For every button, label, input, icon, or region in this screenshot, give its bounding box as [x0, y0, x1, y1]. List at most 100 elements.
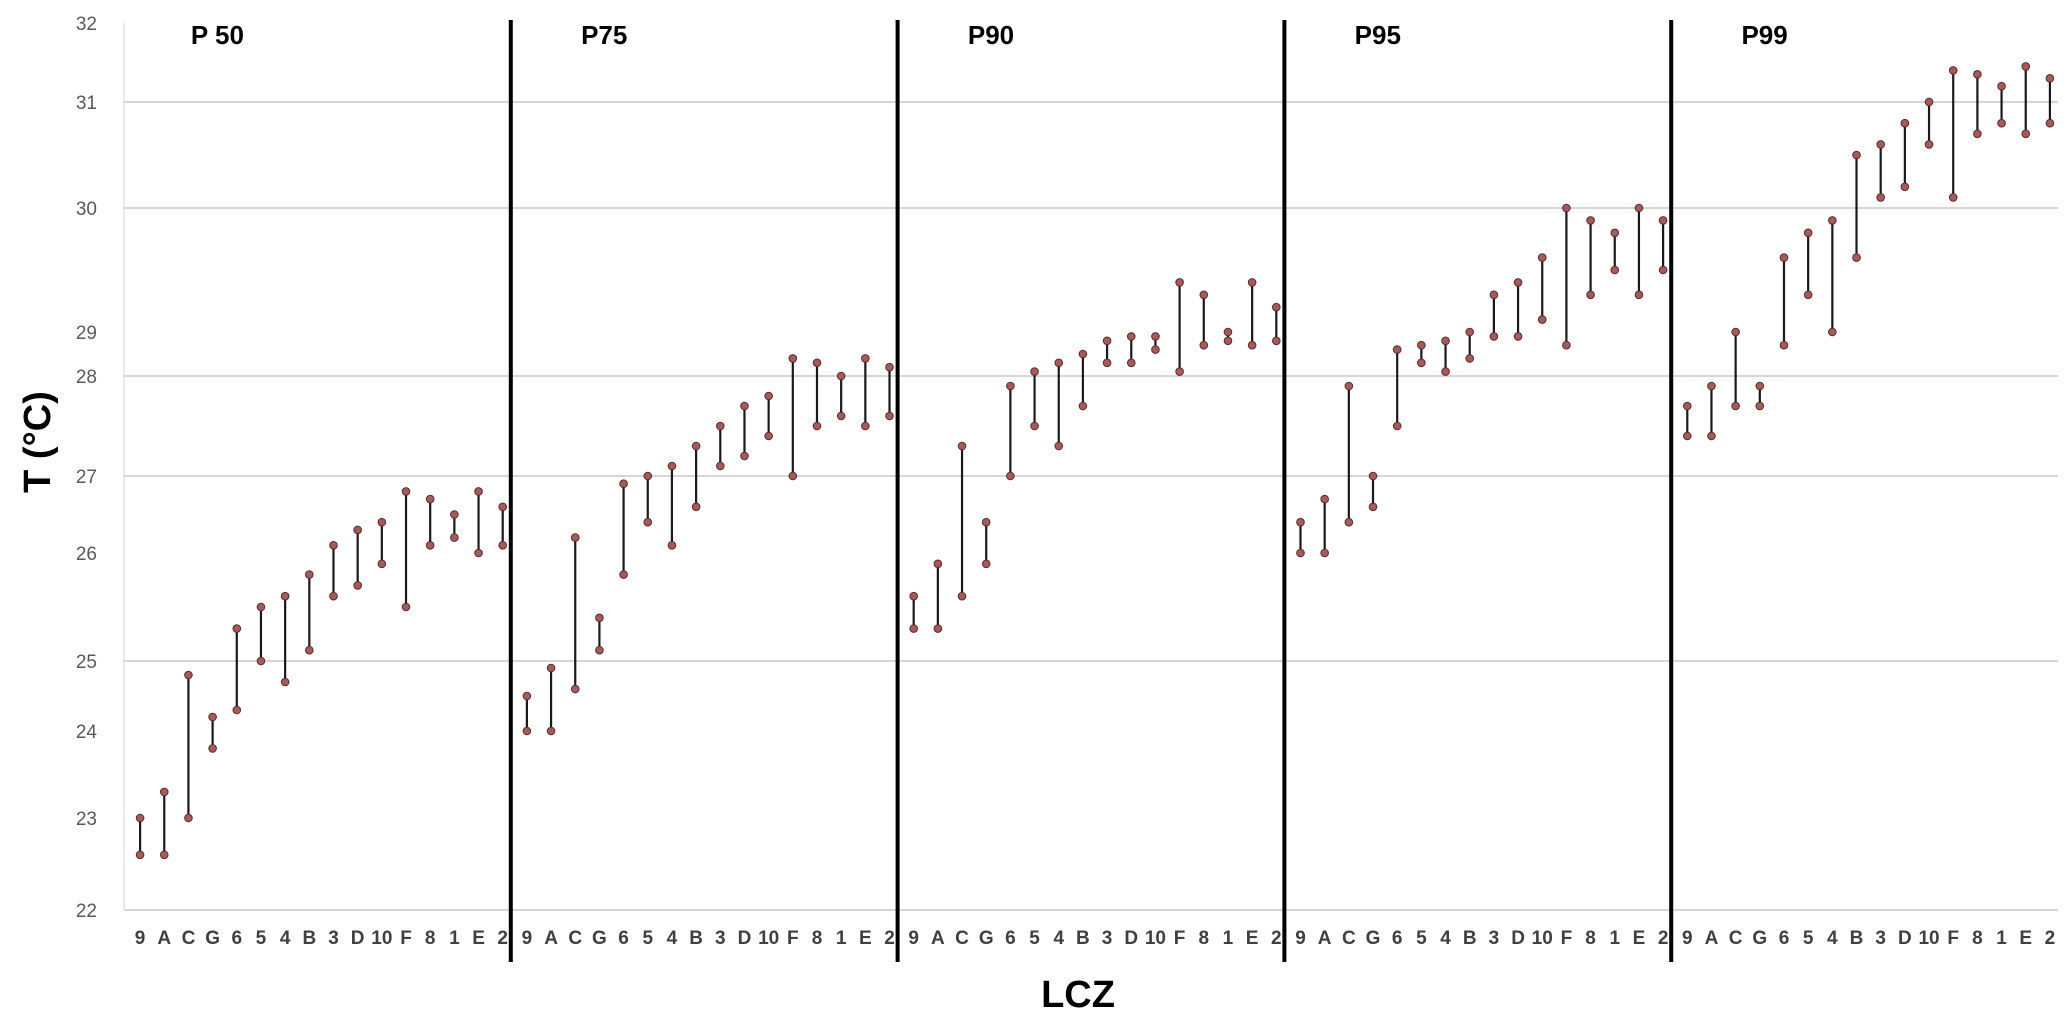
x-tick-label: 4	[1440, 928, 1451, 949]
y-axis-title: T (°C)	[17, 391, 59, 493]
x-tick-label: C	[568, 928, 582, 949]
range-max-marker	[208, 712, 217, 722]
range-max-marker	[1392, 345, 1402, 354]
panel-title: P75	[581, 20, 627, 50]
range-min-marker	[1489, 332, 1499, 341]
y-tick-label: 31	[76, 93, 97, 114]
range-min-marker	[1368, 502, 1378, 512]
range-min-marker	[1755, 401, 1765, 411]
range-min-marker	[329, 591, 338, 601]
x-tick-label: E	[1633, 928, 1646, 949]
x-tick-label: 10	[1145, 928, 1166, 949]
x-tick-label: 9	[1295, 928, 1306, 949]
range-max-marker	[619, 479, 628, 489]
x-tick-label: 10	[371, 928, 392, 949]
range-max-marker	[1223, 327, 1233, 337]
range-max-marker	[450, 510, 459, 519]
range-min-marker	[861, 421, 870, 431]
range-min-marker	[1803, 290, 1813, 300]
x-tick-label: B	[689, 928, 703, 949]
range-min-marker	[474, 548, 483, 558]
y-tick-label: 24	[76, 722, 98, 743]
x-tick-label: 9	[135, 928, 146, 949]
x-tick-label: 5	[1029, 928, 1040, 949]
x-tick-label: 3	[328, 928, 339, 949]
range-min-marker	[1272, 336, 1281, 346]
range-max-marker	[861, 354, 870, 363]
range-min-marker	[184, 813, 193, 823]
x-tick-label: 5	[642, 928, 653, 949]
x-tick-label: 8	[425, 928, 436, 949]
range-min-marker	[933, 624, 943, 633]
x-tick-label: 3	[1102, 928, 1113, 949]
x-tick-label: D	[1898, 928, 1912, 949]
range-max-marker	[184, 670, 193, 680]
x-tick-label: E	[1246, 928, 1259, 949]
range-min-marker	[1247, 340, 1257, 350]
x-tick-label: 10	[1532, 928, 1553, 949]
x-tick-label: G	[1752, 928, 1767, 949]
x-tick-label: 10	[1918, 928, 1939, 949]
x-tick-label: 1	[1609, 928, 1620, 949]
y-tick-label: 25	[76, 652, 97, 673]
range-max-marker	[232, 624, 242, 633]
y-tick-label: 30	[76, 199, 97, 220]
x-tick-label: C	[1342, 928, 1356, 949]
y-tick-label: 32	[76, 14, 97, 35]
range-min-marker	[1731, 401, 1740, 411]
range-max-marker	[401, 487, 411, 496]
x-tick-label: D	[351, 928, 365, 949]
x-tick-label: 10	[758, 928, 779, 949]
range-max-marker	[957, 441, 967, 451]
range-max-marker	[1513, 278, 1523, 287]
range-max-marker	[1151, 332, 1160, 341]
range-min-marker	[1973, 129, 1982, 139]
x-tick-label: 3	[715, 928, 726, 949]
range-min-marker	[1392, 421, 1402, 431]
range-min-marker	[1296, 548, 1305, 558]
range-min-marker	[1126, 358, 1136, 368]
range-max-marker	[981, 517, 991, 527]
range-max-marker	[1344, 381, 1354, 391]
x-axis-title: LCZ	[1041, 974, 1115, 1016]
x-tick-label: B	[1076, 928, 1090, 949]
x-tick-label: G	[1366, 928, 1381, 949]
range-min-marker	[1175, 367, 1184, 376]
x-tick-label: 2	[1658, 928, 1669, 949]
x-tick-label: 1	[1223, 928, 1234, 949]
range-min-marker	[1441, 367, 1450, 376]
x-tick-label: B	[302, 928, 316, 949]
range-min-marker	[1779, 340, 1789, 350]
range-min-marker	[1562, 340, 1571, 350]
x-tick-label: A	[544, 928, 558, 949]
x-tick-label: 8	[1972, 928, 1983, 949]
range-max-marker	[2021, 62, 2031, 71]
range-max-marker	[1247, 278, 1257, 287]
range-min-marker	[1417, 358, 1426, 368]
x-tick-label: G	[592, 928, 607, 949]
panel-title: P95	[1355, 20, 1401, 50]
range-min-marker	[691, 502, 701, 512]
x-tick-label: A	[1318, 928, 1332, 949]
range-min-marker	[135, 850, 145, 860]
x-tick-label: D	[1511, 928, 1525, 949]
x-tick-label: B	[1463, 928, 1477, 949]
x-tick-label: C	[955, 928, 969, 949]
range-max-marker	[1973, 70, 1982, 79]
x-tick-label: C	[182, 928, 196, 949]
range-min-marker	[595, 645, 604, 655]
x-tick-label: A	[1705, 928, 1719, 949]
range-max-marker	[135, 813, 145, 823]
panel-dividers	[508, 20, 1674, 962]
panel-titles: P 50 P75 P90 P95 P99	[191, 20, 1788, 50]
range-max-marker	[329, 541, 338, 550]
range-min-marker	[256, 656, 266, 666]
range-min-marker	[1924, 140, 1934, 149]
x-tick-label: 5	[1416, 928, 1427, 949]
x-tick-label: D	[1124, 928, 1138, 949]
x-tick-labels: 9 A C G 6 5 4 B 3 D 10 F 8 1 E 2 9 A C G 6 5 4 B 3 D 10 F 8 1 E 2 9 A C G 6 5…	[135, 928, 2055, 949]
range-min-marker	[667, 541, 677, 550]
x-tick-label: 2	[497, 928, 508, 949]
range-max-marker	[159, 787, 169, 797]
